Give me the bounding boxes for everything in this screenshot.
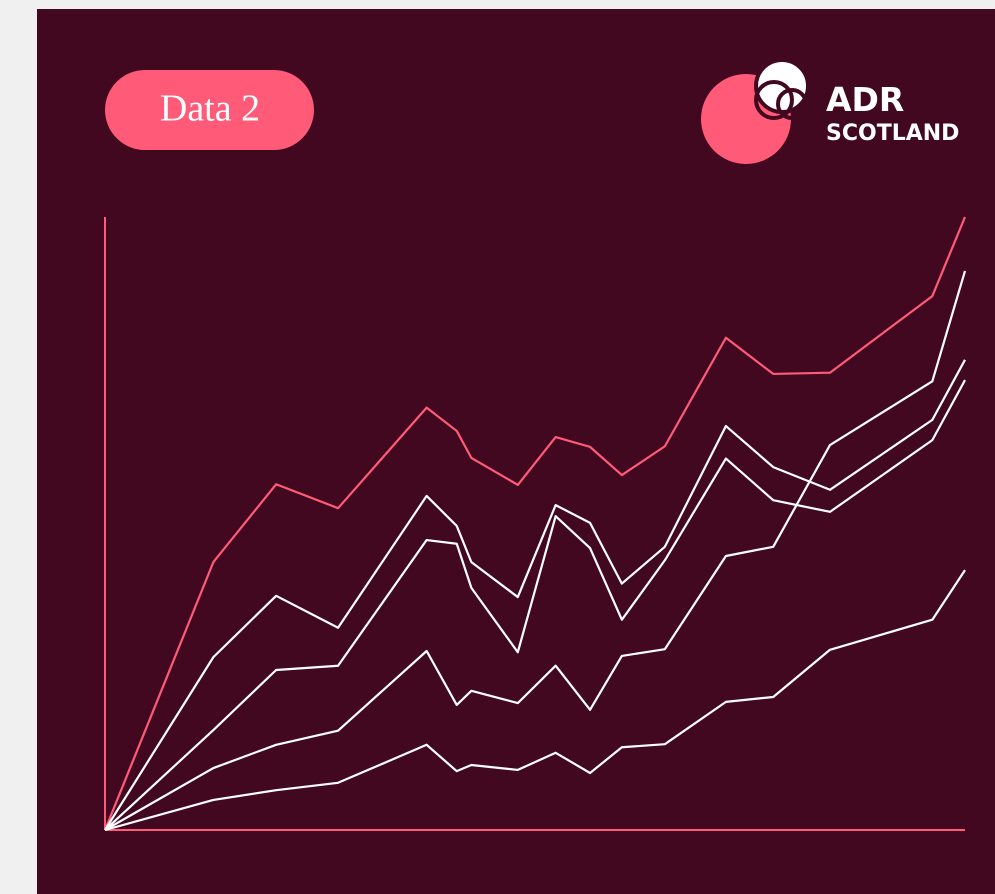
badge-text: Data 2: [160, 88, 260, 130]
logo-circle: [776, 88, 808, 120]
series-line: [104, 569, 966, 832]
series-line: [104, 270, 967, 831]
series-line: [104, 359, 966, 831]
series-line: [104, 379, 966, 831]
badge: [105, 70, 314, 150]
logo-circle: [754, 80, 794, 120]
logo: ADR SCOTLAND: [701, 58, 959, 164]
series-line: [103, 216, 967, 831]
logo-text: SCOTLAND: [826, 121, 959, 146]
logo-text: ADR: [826, 80, 904, 119]
